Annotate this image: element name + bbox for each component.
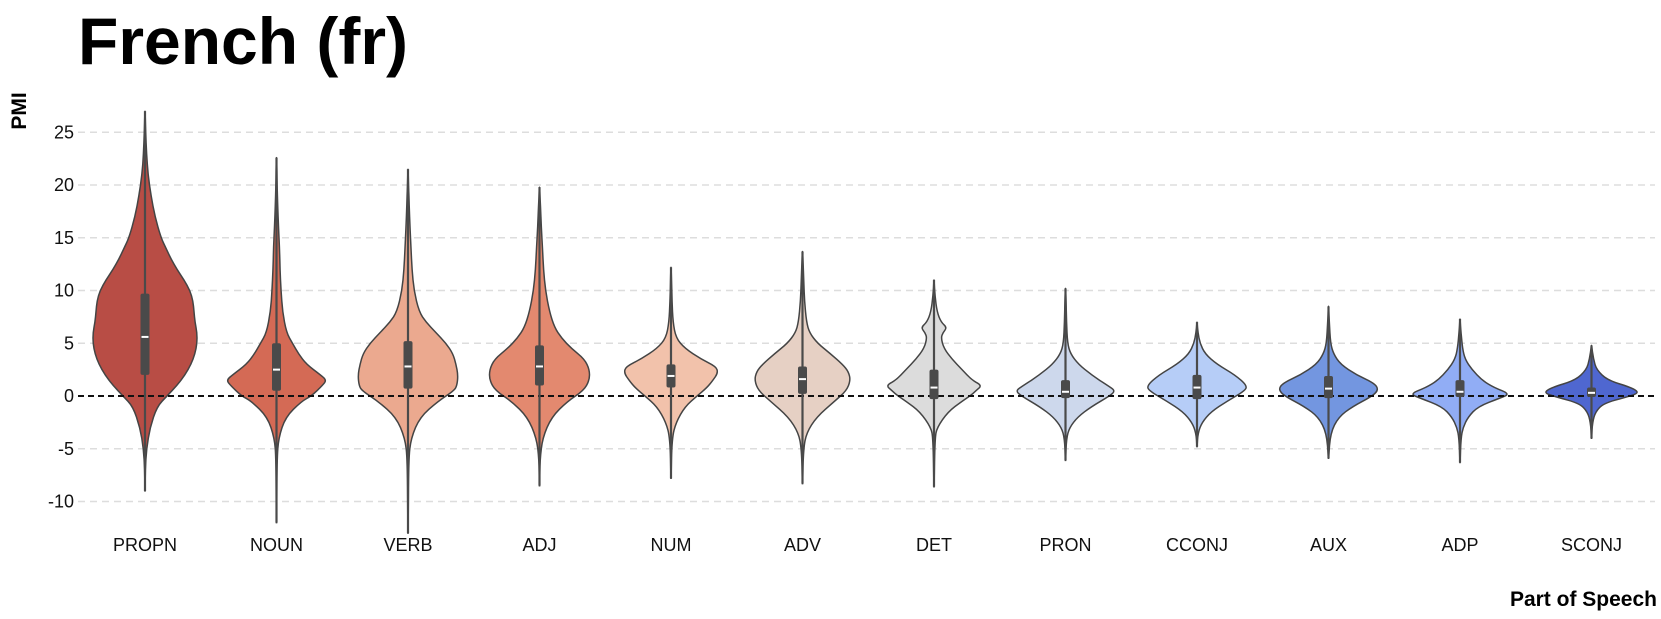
iqr-box-aux — [1324, 375, 1333, 399]
x-tick-label: ADJ — [522, 535, 556, 555]
iqr-box-verb — [403, 341, 413, 389]
y-tick-label: 10 — [54, 281, 74, 301]
iqr-box-adp — [1455, 380, 1465, 398]
iqr-box-propn — [140, 293, 150, 375]
chart-title: French (fr) — [78, 4, 408, 78]
y-tick-label: -10 — [48, 492, 74, 512]
iqr-box-pron — [1061, 380, 1070, 399]
median-sconj — [1588, 391, 1595, 394]
box-plots — [140, 111, 1596, 534]
median-propn — [141, 335, 149, 338]
violins — [92, 110, 1638, 534]
median-num — [667, 374, 675, 377]
iqr-box-adj — [535, 345, 544, 386]
y-axis-ticks: -10 -5 0 5 10 15 20 25 — [48, 122, 74, 511]
y-tick-label: 20 — [54, 175, 74, 195]
y-tick-label: 5 — [64, 333, 74, 353]
y-tick-label: 0 — [64, 386, 74, 406]
iqr-box-det — [929, 369, 939, 400]
median-det — [930, 386, 938, 389]
median-pron — [1062, 390, 1069, 393]
x-tick-label: VERB — [383, 535, 432, 555]
median-cconj — [1193, 386, 1201, 389]
x-tick-label: AUX — [1310, 535, 1347, 555]
x-tick-label: ADP — [1441, 535, 1478, 555]
x-tick-label: NUM — [651, 535, 692, 555]
x-tick-label: PRON — [1039, 535, 1091, 555]
iqr-box-noun — [272, 343, 281, 391]
median-aux — [1325, 387, 1332, 390]
y-axis-label: PMI — [8, 92, 31, 129]
x-axis-ticks: PROPN NOUN VERB ADJ NUM ADV DET PRON CCONJ AUX ADP… — [113, 535, 1622, 555]
x-tick-label: PROPN — [113, 535, 177, 555]
median-noun — [273, 368, 280, 371]
y-tick-label: 15 — [54, 228, 74, 248]
x-tick-label: CCONJ — [1166, 535, 1228, 555]
median-adj — [536, 365, 543, 368]
median-adv — [799, 378, 806, 381]
y-tick-label: -5 — [58, 439, 74, 459]
x-axis-label: Part of Speech — [1510, 588, 1657, 611]
y-tick-label: 25 — [54, 122, 74, 142]
x-tick-label: DET — [916, 535, 952, 555]
gridlines — [78, 131, 1655, 503]
x-tick-label: SCONJ — [1561, 535, 1622, 555]
x-tick-label: ADV — [784, 535, 821, 555]
median-adp — [1456, 390, 1464, 393]
x-tick-label: NOUN — [250, 535, 303, 555]
iqr-box-adv — [798, 366, 807, 394]
median-verb — [404, 365, 412, 368]
